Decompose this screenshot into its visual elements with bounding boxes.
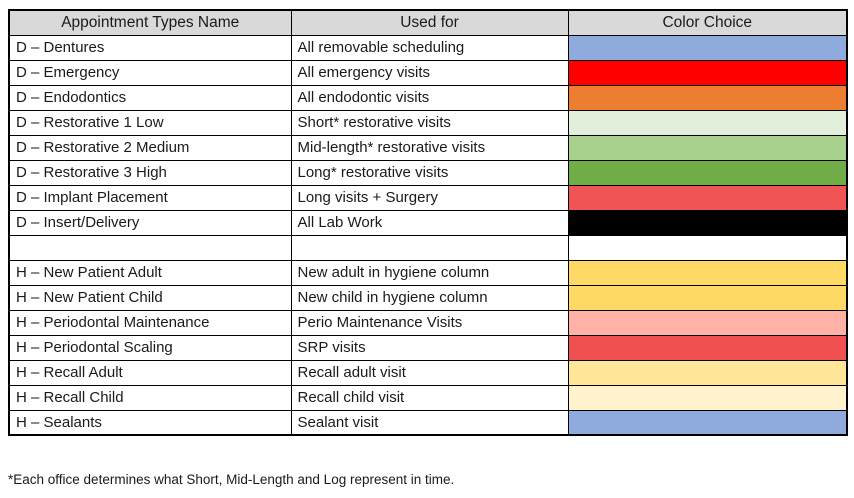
used-for-cell: Recall adult visit [290,359,569,386]
appointment-type-name-cell: H – Recall Child [8,384,292,411]
color-swatch-orange [567,84,848,111]
table-row: H – Periodontal Scaling SRP visits [8,334,848,361]
color-swatch-yellow [567,259,848,286]
table-row: H – Recall Adult Recall adult visit [8,359,848,386]
table-row: D – Restorative 3 High Long* restorative … [8,159,848,186]
table-row: H – New Patient Child New child in hygien… [8,284,848,311]
used-for-cell: Recall child visit [290,384,569,411]
color-swatch-light-green [567,134,848,161]
table-body: D – Dentures All removable scheduling D – … [8,34,848,436]
table-row: H – Recall Child Recall child visit [8,384,848,411]
used-for-cell: New child in hygiene column [290,284,569,311]
used-for-cell: All endodontic visits [290,84,569,111]
used-for-cell: Sealant visit [290,409,569,436]
table-row: H – New Patient Adult New adult in hygien… [8,259,848,286]
color-swatch-coral-red [567,184,848,211]
used-for-cell: Short* restorative visits [290,109,569,136]
color-swatch-lightest-green [567,109,848,136]
table-row: D – Restorative 1 Low Short* restorative … [8,109,848,136]
color-swatch-light-blue [567,409,848,436]
appointment-type-name-cell: D – Dentures [8,34,292,61]
color-swatch-cream [567,384,848,411]
used-for-cell: All removable scheduling [290,34,569,61]
used-for-cell [290,234,569,261]
table-row: H – Periodontal Maintenance Perio Mainten… [8,309,848,336]
appointment-type-name-cell: D – Restorative 2 Medium [8,134,292,161]
header-row: Appointment Types Name Used for Color Ch… [8,9,848,36]
table-header: Appointment Types Name Used for Color Ch… [8,9,848,36]
used-for-cell: Mid-length* restorative visits [290,134,569,161]
header-appointment-types-name: Appointment Types Name [8,9,292,36]
header-color-choice: Color Choice [567,9,848,36]
used-for-cell: Perio Maintenance Visits [290,309,569,336]
appointment-type-name-cell: D – Endodontics [8,84,292,111]
used-for-cell: SRP visits [290,334,569,361]
color-swatch-black [567,209,848,236]
appointment-type-name-cell: H – Recall Adult [8,359,292,386]
appointment-type-name-cell [8,234,292,261]
appointment-type-name-cell: D – Insert/Delivery [8,209,292,236]
table-row [8,234,848,261]
color-swatch-green [567,159,848,186]
footnote: *Each office determines what Short, Mid-… [8,472,455,487]
used-for-cell: New adult in hygiene column [290,259,569,286]
color-swatch-red [567,59,848,86]
appointment-type-name-cell: D – Restorative 3 High [8,159,292,186]
used-for-cell: Long* restorative visits [290,159,569,186]
color-swatch-pale-yellow [567,359,848,386]
appointment-type-name-cell: H – Sealants [8,409,292,436]
table-row: D – Insert/Delivery All Lab Work [8,209,848,236]
appointment-type-name-cell: D – Implant Placement [8,184,292,211]
used-for-cell: All Lab Work [290,209,569,236]
appointment-type-name-cell: H – Periodontal Scaling [8,334,292,361]
table-row: D – Dentures All removable scheduling [8,34,848,61]
color-swatch-white-empty [567,234,848,261]
appointment-type-name-cell: D – Emergency [8,59,292,86]
appointment-type-name-cell: H – New Patient Adult [8,259,292,286]
appointment-type-name-cell: D – Restorative 1 Low [8,109,292,136]
appointment-type-name-cell: H – Periodontal Maintenance [8,309,292,336]
header-used-for: Used for [290,9,569,36]
table-row: D – Restorative 2 Medium Mid-length* rest… [8,134,848,161]
color-swatch-yellow [567,284,848,311]
appointment-types-table: Appointment Types Name Used for Color Ch… [8,9,848,436]
table-row: H – Sealants Sealant visit [8,409,848,436]
color-swatch-light-blue [567,34,848,61]
used-for-cell: Long visits + Surgery [290,184,569,211]
color-swatch-coral-red [567,334,848,361]
appointment-type-name-cell: H – New Patient Child [8,284,292,311]
table-row: D – Implant Placement Long visits + Surge… [8,184,848,211]
color-swatch-light-salmon [567,309,848,336]
table-row: D – Emergency All emergency visits [8,59,848,86]
used-for-cell: All emergency visits [290,59,569,86]
table-row: D – Endodontics All endodontic visits [8,84,848,111]
